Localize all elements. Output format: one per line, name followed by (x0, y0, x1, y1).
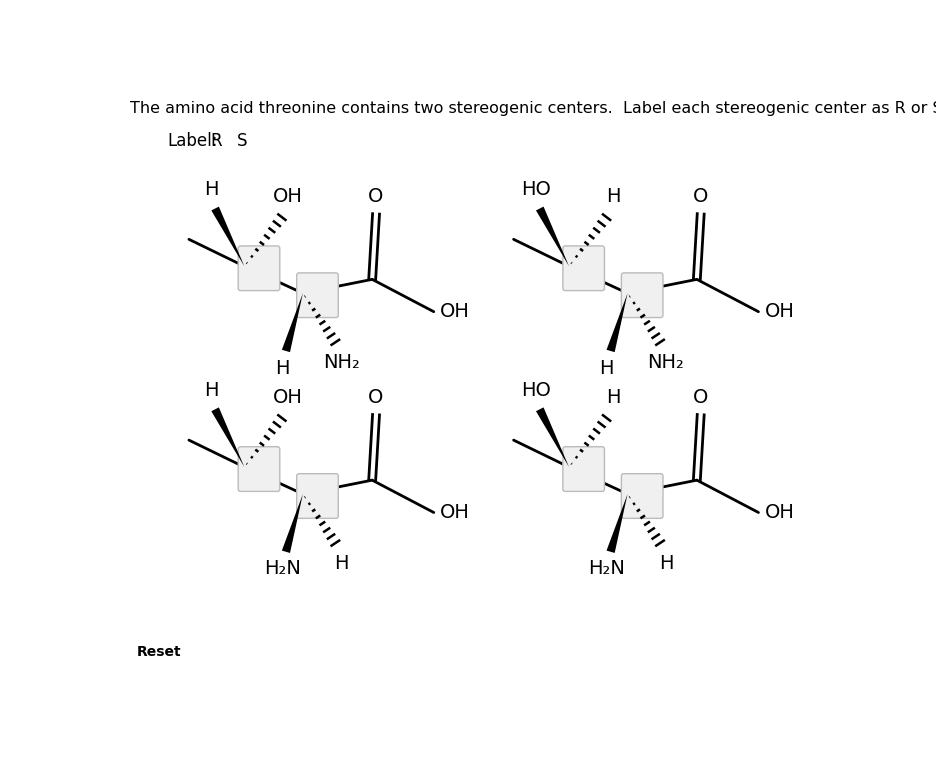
Text: H: H (605, 187, 620, 206)
Text: H₂N: H₂N (588, 559, 624, 578)
Text: Label:: Label: (167, 132, 217, 150)
Polygon shape (212, 407, 244, 467)
Text: OH: OH (440, 302, 469, 321)
Text: HO: HO (520, 381, 550, 400)
Text: O: O (368, 388, 384, 407)
Text: R: R (210, 132, 222, 150)
Text: H: H (658, 554, 673, 573)
Text: H: H (274, 359, 289, 377)
FancyBboxPatch shape (563, 446, 604, 492)
FancyBboxPatch shape (563, 246, 604, 291)
FancyBboxPatch shape (238, 246, 280, 291)
Text: HO: HO (520, 180, 550, 199)
Text: O: O (693, 388, 708, 407)
Polygon shape (535, 407, 568, 467)
Text: H: H (599, 359, 613, 377)
Text: OH: OH (440, 503, 469, 522)
Polygon shape (535, 206, 568, 266)
Text: OH: OH (764, 503, 794, 522)
Text: H: H (204, 381, 218, 400)
FancyBboxPatch shape (297, 474, 338, 518)
FancyBboxPatch shape (238, 446, 280, 492)
Polygon shape (282, 293, 302, 352)
Text: H: H (605, 388, 620, 407)
Text: OH: OH (273, 388, 303, 407)
Text: O: O (368, 187, 384, 206)
Text: NH₂: NH₂ (647, 354, 684, 372)
Text: O: O (693, 187, 708, 206)
FancyBboxPatch shape (621, 474, 663, 518)
Text: H: H (204, 180, 218, 199)
Text: The amino acid threonine contains two stereogenic centers.  Label each stereogen: The amino acid threonine contains two st… (130, 101, 936, 117)
Text: H₂N: H₂N (263, 559, 300, 578)
Polygon shape (282, 494, 302, 553)
FancyBboxPatch shape (621, 273, 663, 318)
Polygon shape (212, 206, 244, 266)
Polygon shape (606, 293, 627, 352)
Text: OH: OH (273, 187, 303, 206)
Text: NH₂: NH₂ (323, 354, 359, 372)
Polygon shape (606, 494, 627, 553)
FancyBboxPatch shape (297, 273, 338, 318)
Text: Reset: Reset (137, 645, 181, 659)
Text: S: S (236, 132, 247, 150)
Text: OH: OH (764, 302, 794, 321)
Text: H: H (334, 554, 348, 573)
